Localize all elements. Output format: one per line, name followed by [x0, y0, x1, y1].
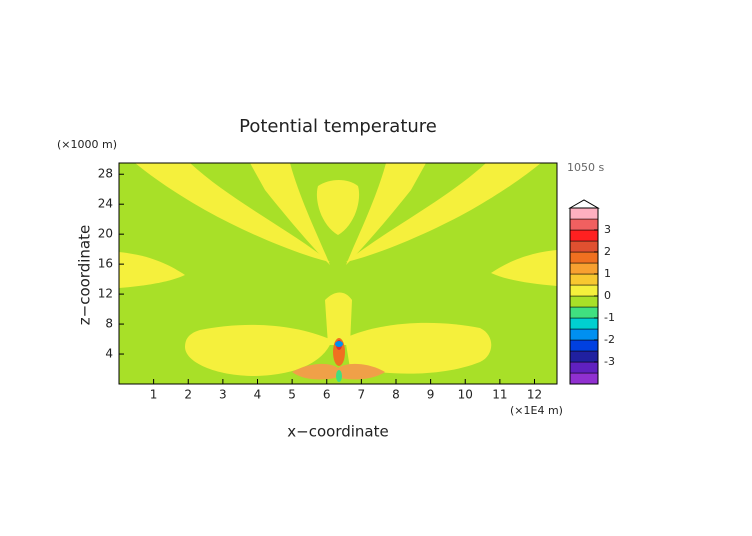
colorbar-band	[569, 350, 599, 363]
colorbar-band	[569, 372, 599, 385]
x-tick-label: 4	[254, 388, 262, 402]
colorbar-band	[569, 240, 599, 253]
colorbar-tick-label: 0	[604, 289, 611, 302]
colorbar-band	[569, 317, 599, 330]
colorbar-band	[569, 273, 599, 286]
y-tick-label: 12	[98, 287, 113, 301]
y-tick-label: 24	[98, 197, 113, 211]
x-tick-label: 9	[427, 388, 435, 402]
y-tick-label: 8	[105, 317, 113, 331]
x-tick-label: 1	[150, 388, 158, 402]
y-tick-label: 20	[98, 227, 113, 241]
x-tick-label: 10	[458, 388, 473, 402]
colorbar-band	[569, 295, 599, 308]
colorbar-band	[569, 361, 599, 374]
y-tick-label: 4	[105, 347, 113, 361]
chart-title: Potential temperature	[239, 116, 437, 137]
y-unit: (×1000 m)	[57, 138, 117, 151]
contour-field	[119, 163, 557, 384]
colorbar-band	[569, 262, 599, 275]
x-tick-label: 5	[288, 388, 296, 402]
colorbar-band	[569, 284, 599, 297]
colorbar-band	[569, 229, 599, 242]
colorbar-band	[569, 207, 599, 220]
x-unit: (×1E4 m)	[510, 404, 563, 417]
x-tick-label: 3	[219, 388, 227, 402]
colorbar-band	[569, 339, 599, 352]
y-tick-label: 28	[98, 167, 113, 181]
plot-frame	[118, 162, 558, 385]
colorbar-band	[569, 251, 599, 264]
x-axis-label: x−coordinate	[287, 423, 388, 441]
time-label: 1050 s	[567, 161, 604, 174]
y-tick-label: 16	[98, 257, 113, 271]
colorbar-band	[569, 328, 599, 341]
colorbar-tick-label: 1	[604, 267, 611, 280]
colorbar-band	[569, 306, 599, 319]
y-axis-label: z−coordinate	[76, 225, 94, 325]
colorbar-arrow	[568, 199, 600, 209]
colorbar-tick-label: 3	[604, 223, 611, 236]
x-tick-label: 12	[527, 388, 542, 402]
colorbar-tick-label: -2	[604, 333, 615, 346]
x-tick-label: 7	[358, 388, 366, 402]
x-tick-label: 8	[392, 388, 400, 402]
x-tick-label: 11	[492, 388, 507, 402]
colorbar-band	[569, 218, 599, 231]
colorbar-tick-label: -3	[604, 355, 615, 368]
x-tick-label: 2	[184, 388, 192, 402]
x-tick-label: 6	[323, 388, 331, 402]
colorbar-tick-label: 2	[604, 245, 611, 258]
colorbar-tick-label: -1	[604, 311, 615, 324]
